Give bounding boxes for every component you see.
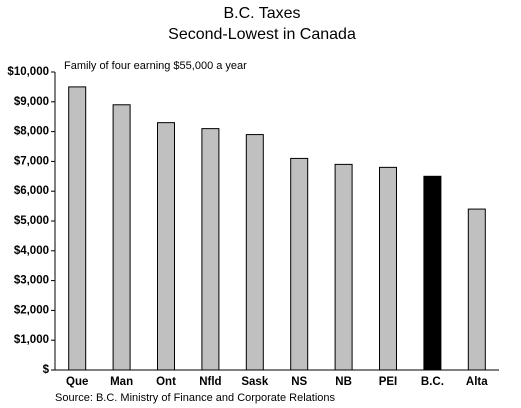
x-tick-label: Nfld bbox=[199, 376, 221, 388]
bar bbox=[379, 166, 397, 371]
bar bbox=[245, 134, 264, 371]
bar bbox=[157, 122, 175, 371]
x-tick-label: Ont bbox=[156, 376, 176, 388]
y-tick-label: $10,000 bbox=[7, 66, 49, 78]
y-tick-label: $1,000 bbox=[14, 334, 49, 346]
x-tick-label: NB bbox=[335, 376, 352, 388]
y-tick-label: $6,000 bbox=[14, 185, 49, 197]
x-tick-label: B.C. bbox=[421, 376, 444, 388]
y-tick-label: $ bbox=[43, 364, 50, 376]
y-tick-label: $7,000 bbox=[14, 155, 49, 167]
bar bbox=[467, 208, 486, 371]
x-tick-label: Sask bbox=[241, 376, 268, 388]
y-tick-label: $8,000 bbox=[14, 126, 49, 138]
y-tick-label: $5,000 bbox=[14, 215, 49, 227]
y-tick-label: $4,000 bbox=[14, 245, 49, 257]
y-tick-label: $3,000 bbox=[14, 275, 49, 287]
bar bbox=[68, 86, 87, 371]
bar bbox=[290, 157, 309, 371]
x-tick-label: Alta bbox=[466, 376, 488, 388]
chart-title: B.C. Taxes bbox=[223, 5, 300, 22]
bar bbox=[112, 104, 131, 371]
x-tick-label: NS bbox=[291, 376, 307, 388]
bar bbox=[334, 163, 353, 371]
annotation: Family of four earning $55,000 a year bbox=[64, 60, 247, 72]
source: Source: B.C. Ministry of Finance and Cor… bbox=[55, 392, 336, 404]
y-tick-label: $2,000 bbox=[14, 304, 49, 316]
bar bbox=[423, 175, 442, 371]
x-tick-label: PEI bbox=[379, 376, 398, 388]
x-tick-label: Man bbox=[110, 376, 133, 388]
y-tick-label: $9,000 bbox=[14, 96, 49, 108]
chart-subtitle: Second-Lowest in Canada bbox=[168, 26, 356, 43]
x-tick-label: Que bbox=[66, 376, 88, 388]
bar bbox=[201, 128, 220, 371]
